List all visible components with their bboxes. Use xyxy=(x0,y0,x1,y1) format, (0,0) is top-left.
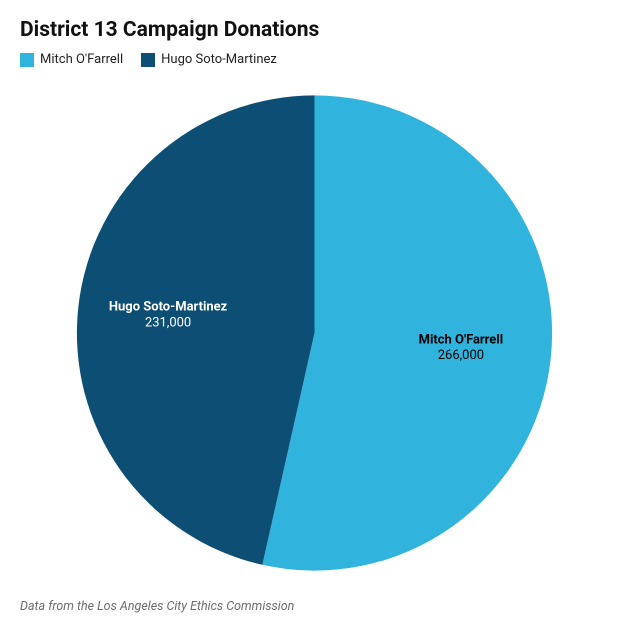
pie-svg: Mitch O'Farrell266,000Hugo Soto-Martinez… xyxy=(20,73,609,593)
legend-label-1: Hugo Soto-Martinez xyxy=(161,52,277,67)
pie-chart: Mitch O'Farrell266,000Hugo Soto-Martinez… xyxy=(20,73,609,593)
chart-title: District 13 Campaign Donations xyxy=(20,18,609,42)
legend: Mitch O'Farrell Hugo Soto-Martinez xyxy=(20,52,609,67)
legend-item: Mitch O'Farrell xyxy=(20,52,123,67)
legend-label-0: Mitch O'Farrell xyxy=(40,52,123,67)
legend-swatch-0 xyxy=(20,53,34,67)
chart-footer: Data from the Los Angeles City Ethics Co… xyxy=(20,599,294,614)
legend-swatch-1 xyxy=(141,53,155,67)
chart-container: District 13 Campaign Donations Mitch O'F… xyxy=(0,0,629,628)
legend-item: Hugo Soto-Martinez xyxy=(141,52,277,67)
